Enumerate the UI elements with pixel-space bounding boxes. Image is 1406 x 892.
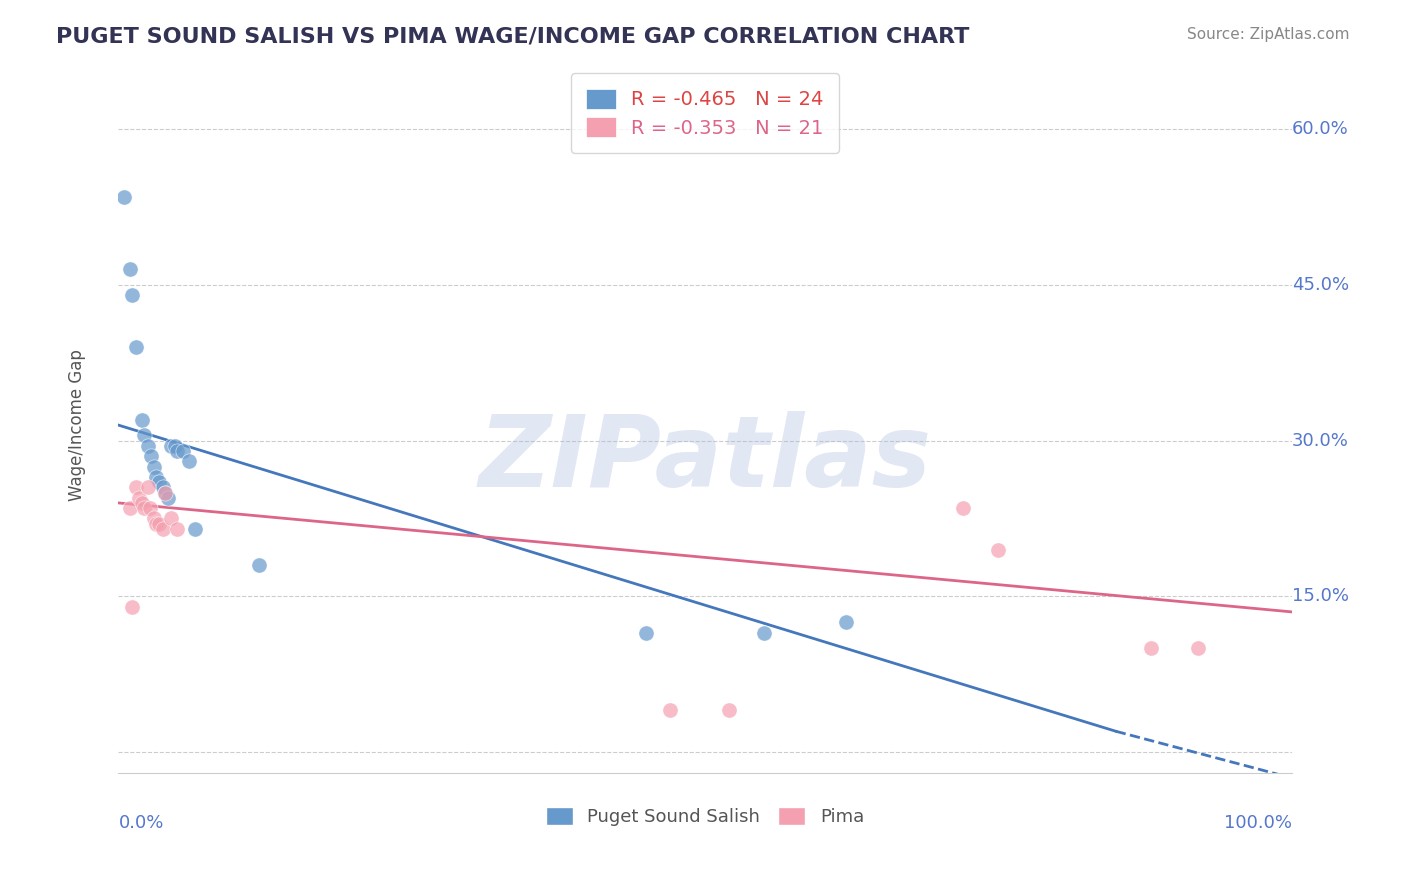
Point	[131, 496, 153, 510]
Point	[142, 511, 165, 525]
Point	[120, 501, 142, 516]
Legend: Puget Sound Salish, Pima: Puget Sound Salish, Pima	[538, 799, 872, 833]
Point	[112, 190, 135, 204]
Point	[152, 480, 174, 494]
Point	[152, 522, 174, 536]
Point	[128, 491, 150, 505]
Text: 30.0%: 30.0%	[1292, 432, 1348, 450]
Text: 15.0%: 15.0%	[1292, 587, 1348, 606]
Point	[136, 439, 159, 453]
Text: Source: ZipAtlas.com: Source: ZipAtlas.com	[1187, 27, 1350, 42]
Point	[120, 262, 142, 277]
Point	[134, 428, 156, 442]
Point	[121, 599, 143, 614]
Text: ZIPatlas: ZIPatlas	[478, 411, 932, 508]
Point	[166, 522, 188, 536]
Text: 60.0%: 60.0%	[1292, 120, 1348, 138]
Point	[145, 516, 167, 531]
Text: 0.0%: 0.0%	[118, 814, 163, 832]
Point	[177, 454, 200, 468]
Point	[166, 444, 188, 458]
Point	[131, 413, 153, 427]
Point	[139, 501, 162, 516]
Point	[717, 703, 740, 717]
Text: PUGET SOUND SALISH VS PIMA WAGE/INCOME GAP CORRELATION CHART: PUGET SOUND SALISH VS PIMA WAGE/INCOME G…	[56, 27, 970, 46]
Point	[172, 444, 194, 458]
Point	[183, 522, 205, 536]
Point	[134, 501, 156, 516]
Point	[636, 625, 658, 640]
Point	[125, 480, 148, 494]
Point	[148, 516, 170, 531]
Point	[1187, 641, 1209, 656]
Point	[155, 485, 177, 500]
Point	[125, 340, 148, 354]
Point	[142, 459, 165, 474]
Point	[952, 501, 974, 516]
Point	[1140, 641, 1163, 656]
Text: 100.0%: 100.0%	[1223, 814, 1292, 832]
Point	[160, 511, 183, 525]
Point	[156, 491, 179, 505]
Point	[658, 703, 681, 717]
Point	[987, 542, 1010, 557]
Point	[160, 439, 183, 453]
Point	[155, 485, 177, 500]
Text: 45.0%: 45.0%	[1292, 276, 1348, 294]
Point	[121, 288, 143, 302]
Point	[835, 615, 858, 630]
Point	[163, 439, 186, 453]
Point	[141, 449, 163, 463]
Point	[136, 480, 159, 494]
Point	[145, 470, 167, 484]
Point	[247, 558, 270, 573]
Point	[148, 475, 170, 490]
Text: Wage/Income Gap: Wage/Income Gap	[69, 349, 86, 501]
Point	[752, 625, 775, 640]
